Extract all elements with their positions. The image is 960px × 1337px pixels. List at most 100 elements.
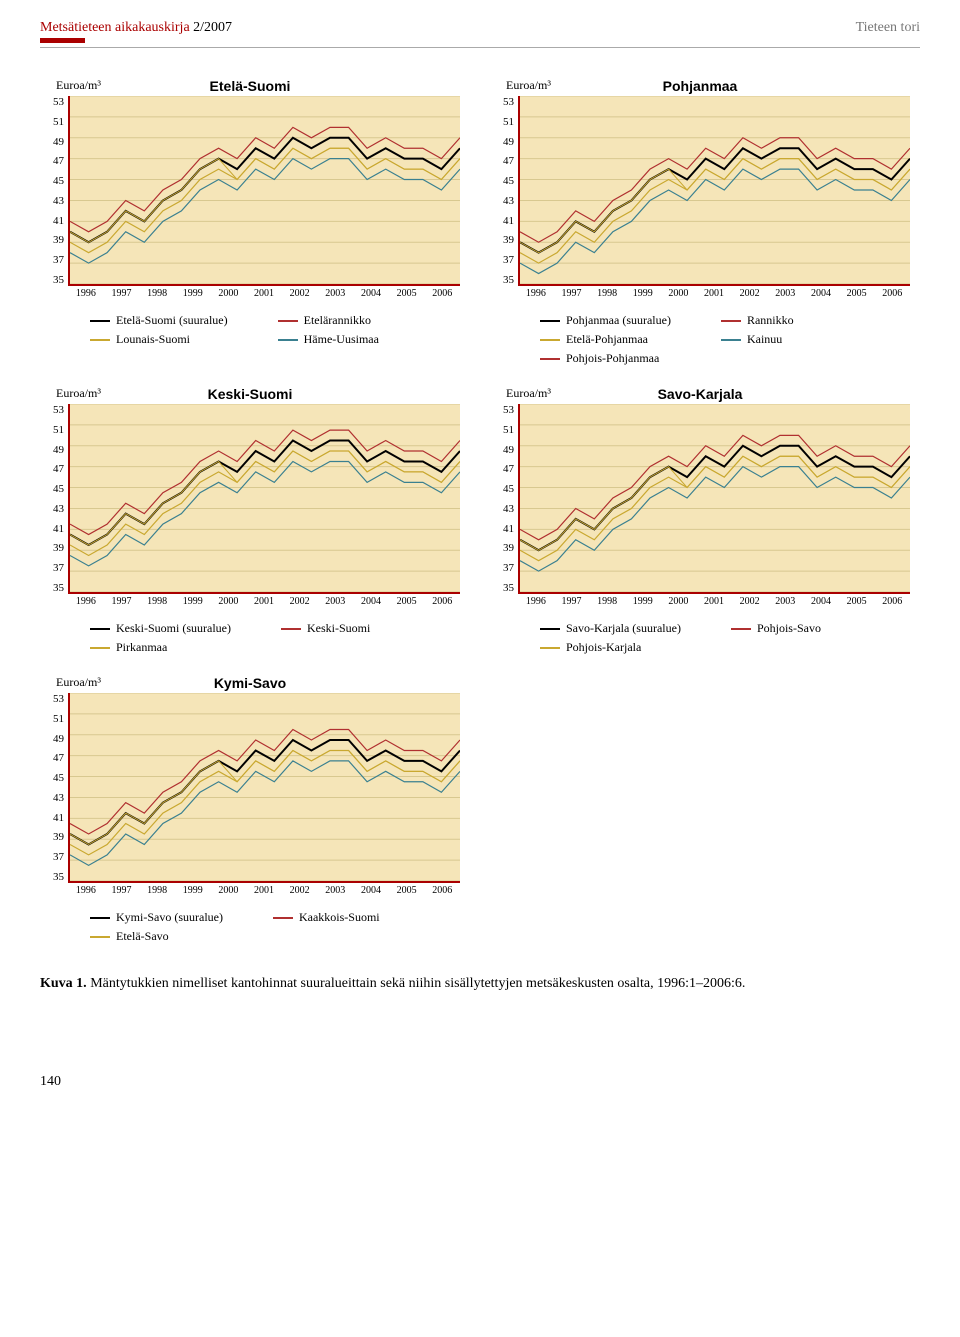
journal-info: Metsätieteen aikakauskirja 2/2007 [40, 20, 232, 43]
legend-swatch [540, 358, 560, 360]
ytick: 49 [40, 136, 64, 148]
legend-column: Rannikko Kainuu [721, 313, 794, 366]
xtick: 2005 [839, 596, 875, 607]
legend-swatch [90, 320, 110, 322]
xtick: 1997 [104, 885, 140, 896]
ytick: 43 [490, 503, 514, 515]
xtick: 1996 [68, 885, 104, 896]
legend-item: Pohjois-Savo [731, 621, 821, 636]
ytick: 39 [40, 542, 64, 554]
legend-column: Etelä-Suomi (suuralue) Lounais-Suomi [90, 313, 228, 347]
legend-item: Etelä-Pohjanmaa [540, 332, 671, 347]
legend-label: Häme-Uusimaa [304, 332, 379, 347]
xtick: 2001 [246, 885, 282, 896]
legend-label: Pohjanmaa (suuralue) [566, 313, 671, 328]
legend-column: Pohjois-Savo [731, 621, 821, 655]
plot-area [518, 404, 910, 594]
legend-label: Savo-Karjala (suuralue) [566, 621, 681, 636]
page-header: Metsätieteen aikakauskirja 2/2007 Tietee… [40, 20, 920, 48]
legend-item: Kymi-Savo (suuralue) [90, 910, 223, 925]
ytick: 43 [40, 503, 64, 515]
x-axis: 1996199719981999200020012002200320042005… [490, 596, 910, 607]
legend-swatch [90, 628, 110, 630]
ytick: 51 [40, 713, 64, 725]
xtick: 2002 [732, 596, 768, 607]
legend-label: Etelä-Pohjanmaa [566, 332, 648, 347]
legend-swatch [540, 339, 560, 341]
xtick: 1998 [589, 596, 625, 607]
ytick: 41 [40, 215, 64, 227]
legend-swatch [721, 339, 741, 341]
legend-swatch [278, 339, 298, 341]
xtick: 1996 [68, 288, 104, 299]
xtick: 2005 [839, 288, 875, 299]
y-axis-label: Euroa/m³ [498, 78, 551, 93]
ytick: 47 [40, 463, 64, 475]
xtick: 1996 [518, 596, 554, 607]
xtick: 2004 [803, 596, 839, 607]
legend-label: Kainuu [747, 332, 782, 347]
plot-area [68, 404, 460, 594]
x-axis: 1996199719981999200020012002200320042005… [40, 288, 460, 299]
legend-swatch [90, 647, 110, 649]
ytick: 45 [490, 175, 514, 187]
legend-label: Keski-Suomi (suuralue) [116, 621, 231, 636]
xtick: 1997 [554, 288, 590, 299]
xtick: 2004 [803, 288, 839, 299]
legend-label: Lounais-Suomi [116, 332, 190, 347]
caption-label: Kuva 1. [40, 976, 87, 991]
xtick: 2006 [874, 596, 910, 607]
legend-swatch [278, 320, 298, 322]
xtick: 1999 [625, 288, 661, 299]
chart-title: Pohjanmaa [663, 78, 738, 94]
ytick: 43 [40, 195, 64, 207]
ytick: 41 [490, 523, 514, 535]
xtick: 2000 [211, 885, 247, 896]
section-title: Tieteen tori [856, 20, 920, 43]
y-axis-label: Euroa/m³ [48, 386, 101, 401]
xtick: 2005 [389, 885, 425, 896]
ytick: 49 [40, 444, 64, 456]
legend-column: Keski-Suomi [281, 621, 370, 655]
ytick: 39 [40, 234, 64, 246]
x-axis: 1996199719981999200020012002200320042005… [40, 596, 460, 607]
header-accent [40, 38, 85, 43]
xtick: 1996 [68, 596, 104, 607]
xtick: 2002 [282, 288, 318, 299]
ytick: 43 [40, 792, 64, 804]
legend-label: Pohjois-Pohjanmaa [566, 351, 659, 366]
legend-item: Rannikko [721, 313, 794, 328]
ytick: 45 [40, 483, 64, 495]
xtick: 2003 [317, 288, 353, 299]
legend-swatch [540, 628, 560, 630]
ytick: 45 [40, 175, 64, 187]
legend-swatch [281, 628, 301, 630]
y-axis: 53514947454341393735 [40, 404, 68, 594]
y-axis: 53514947454341393735 [490, 96, 518, 286]
xtick: 2006 [424, 596, 460, 607]
ytick: 39 [490, 234, 514, 246]
chart-title: Keski-Suomi [208, 386, 293, 402]
ytick: 37 [40, 562, 64, 574]
ytick: 35 [40, 582, 64, 594]
legend-label: Kymi-Savo (suuralue) [116, 910, 223, 925]
xtick: 2005 [389, 596, 425, 607]
xtick: 1998 [589, 288, 625, 299]
xtick: 1996 [518, 288, 554, 299]
legend-label: Kaakkois-Suomi [299, 910, 380, 925]
legend-column: Pohjanmaa (suuralue) Etelä-Pohjanmaa Poh… [540, 313, 671, 366]
legend-label: Etelärannikko [304, 313, 371, 328]
chart-savo_karjala: Euroa/m³ Savo-Karjala 535149474543413937… [490, 386, 910, 655]
xtick: 1999 [175, 596, 211, 607]
xtick: 2002 [282, 596, 318, 607]
xtick: 1998 [139, 288, 175, 299]
xtick: 1997 [104, 596, 140, 607]
legend-item: Häme-Uusimaa [278, 332, 379, 347]
xtick: 1997 [104, 288, 140, 299]
xtick: 2003 [317, 885, 353, 896]
legend: Etelä-Suomi (suuralue) Lounais-Suomi Ete… [40, 313, 460, 347]
xtick: 2003 [767, 288, 803, 299]
y-axis: 53514947454341393735 [40, 693, 68, 883]
y-axis-label: Euroa/m³ [498, 386, 551, 401]
ytick: 37 [40, 254, 64, 266]
